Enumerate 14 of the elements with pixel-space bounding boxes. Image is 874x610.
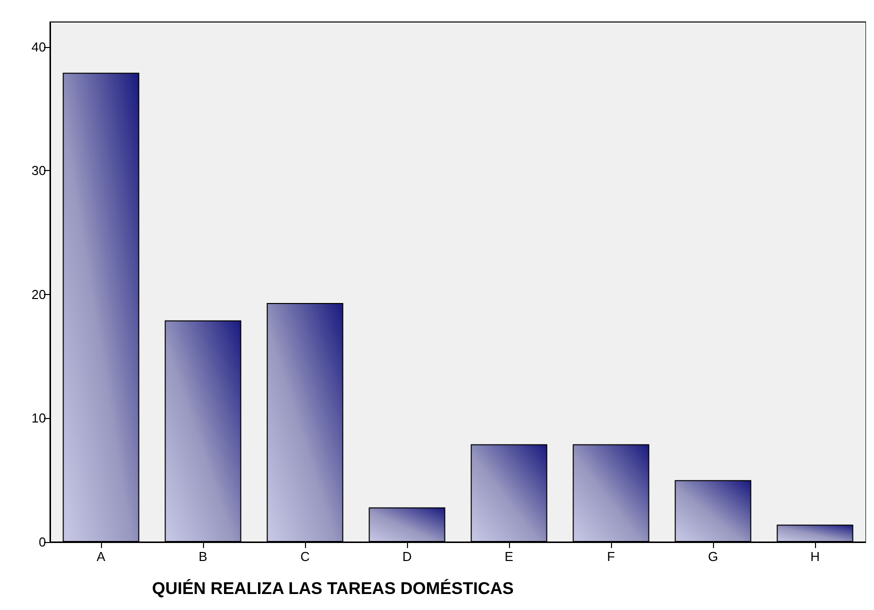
x-axis-title: QUIÉN REALIZA LAS TAREAS DOMÉSTICAS — [152, 578, 514, 598]
y-tick-label: 20 — [32, 286, 46, 302]
x-tick-label: B — [198, 549, 208, 564]
x-tick-label: E — [504, 549, 514, 564]
x-tick-label: G — [708, 549, 718, 564]
x-tick-label: F — [607, 549, 616, 564]
y-tick-label: 0 — [38, 534, 46, 550]
x-tick-label: H — [810, 549, 820, 564]
y-tick-label: 10 — [32, 410, 46, 426]
y-tick-label: 30 — [32, 163, 46, 178]
y-tick-label: 40 — [32, 39, 46, 54]
x-tick-label: C — [300, 549, 310, 564]
x-tick-label: A — [96, 549, 106, 564]
x-tick-label: D — [402, 549, 412, 564]
